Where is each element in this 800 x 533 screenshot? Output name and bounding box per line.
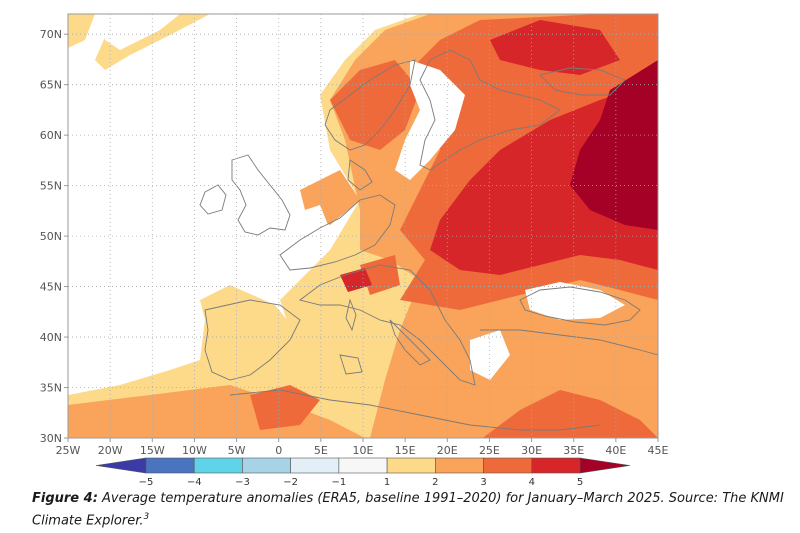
colorbar-tick-label: −3 — [235, 477, 250, 488]
longitude-tick-label: 25E — [479, 444, 500, 457]
colorbar-bin — [435, 457, 484, 474]
colorbar-high-extension — [579, 457, 631, 474]
longitude-tick-label: 25W — [56, 444, 81, 457]
colorbar-tick-label: −2 — [283, 477, 298, 488]
coastlines — [199, 49, 658, 431]
colorbar-tick-labels: −5 −4 −3 −2 −1 1 2 3 4 5 — [139, 477, 584, 488]
latitude-tick-label: 45N — [40, 281, 62, 294]
longitude-tick-label: 15W — [140, 444, 165, 457]
longitude-tick-labels: 25W 20W 15W 10W 5W 0 5E 10E 15E 20E 25E 30E 35E 40E 45… — [56, 438, 669, 457]
anomaly-region-above-5 — [570, 60, 658, 230]
colorbar-tick-label: 4 — [529, 477, 535, 488]
map-plot-area — [68, 14, 658, 438]
latitude-tick-label: 65N — [40, 79, 62, 92]
longitude-tick-label: 10W — [182, 444, 207, 457]
longitude-tick-label: 35E — [563, 444, 584, 457]
latitude-tick-label: 50N — [40, 230, 62, 243]
latitude-tick-labels: 70N 65N 60N 55N 50N 45N 40N 35N 30N — [40, 28, 68, 445]
longitude-tick-label: 0 — [275, 444, 282, 457]
latitude-tick-label: 60N — [40, 129, 62, 142]
longitude-tick-label: 5E — [314, 444, 328, 457]
longitude-tick-label: 15E — [395, 444, 416, 457]
longitude-tick-label: 20W — [98, 444, 123, 457]
colorbar-bin — [338, 457, 388, 474]
colorbar-tick-label: 3 — [480, 477, 486, 488]
longitude-tick-label: 5W — [228, 444, 246, 457]
colorbar-bin — [290, 457, 340, 474]
longitude-tick-label: 40E — [605, 444, 626, 457]
colorbar — [95, 457, 631, 474]
colorbar-bin — [386, 457, 436, 474]
colorbar-bin — [242, 457, 291, 474]
longitude-tick-label: 10E — [353, 444, 374, 457]
caption-label: Figure 4: — [32, 491, 98, 506]
colorbar-tick-label: −1 — [332, 477, 347, 488]
colorbar-tick-label: 2 — [432, 477, 438, 488]
caption-footnote: 3 — [143, 512, 150, 522]
figure-caption: Figure 4: Average temperature anomalies … — [32, 489, 797, 530]
colorbar-tick-label: −4 — [187, 477, 202, 488]
colorbar-low-extension — [95, 457, 147, 474]
longitude-tick-label: 20E — [437, 444, 458, 457]
latitude-tick-label: 35N — [40, 382, 62, 395]
caption-text: Average temperature anomalies (ERA5, bas… — [32, 491, 784, 529]
colorbar-bin — [483, 457, 533, 474]
longitude-tick-label: 30E — [521, 444, 542, 457]
graticule — [68, 14, 658, 438]
latitude-tick-label: 40N — [40, 331, 62, 344]
longitude-tick-label: 45E — [648, 444, 669, 457]
colorbar-bin — [193, 457, 243, 474]
latitude-tick-label: 55N — [40, 180, 62, 193]
latitude-tick-label: 30N — [40, 432, 62, 445]
colorbar-tick-label: 1 — [384, 477, 390, 488]
colorbar-bin — [531, 457, 581, 474]
colorbar-tick-label: −5 — [139, 477, 154, 488]
latitude-tick-label: 70N — [40, 28, 62, 41]
colorbar-tick-label: 5 — [577, 477, 583, 488]
colorbar-bin — [145, 457, 195, 474]
